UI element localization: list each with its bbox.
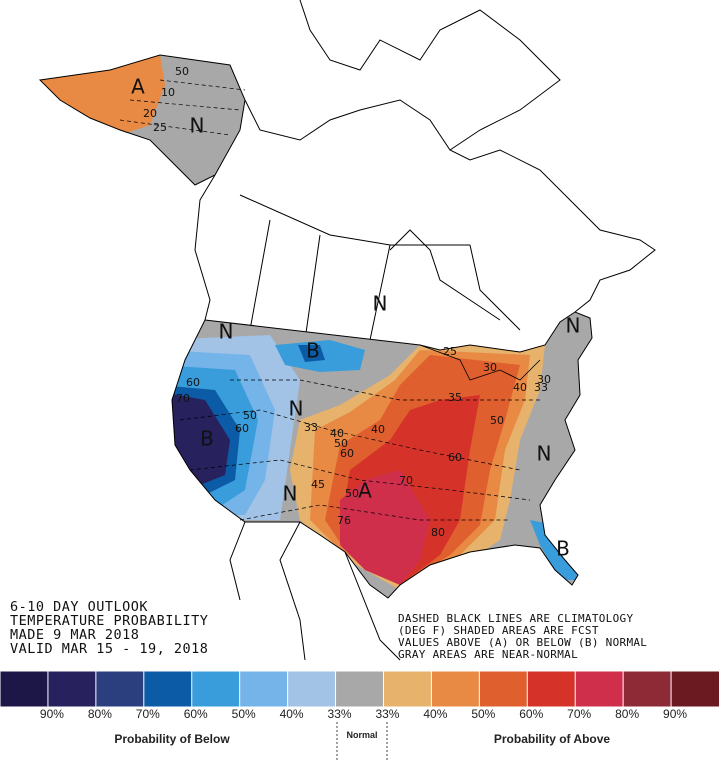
category-label: B <box>556 537 570 561</box>
contour-label: 50 <box>175 65 189 78</box>
contour-label: 50 <box>345 487 359 500</box>
contour-label: 60 <box>235 422 249 435</box>
legend-caption: Probability of Below <box>114 732 230 746</box>
legend-swatch <box>574 670 625 708</box>
legend-swatch <box>670 670 719 708</box>
legend-label: 60% <box>519 707 543 721</box>
legend-swatch <box>335 670 385 708</box>
legend-label: 40% <box>280 707 304 721</box>
contour-label: 40 <box>330 427 344 440</box>
note-line: (DEG F) SHADED AREAS ARE FCST <box>398 624 599 637</box>
legend-swatch <box>47 670 97 708</box>
header-line: TEMPERATURE PROBABILITY <box>10 613 208 629</box>
contour-label: 30 <box>483 361 497 374</box>
header-line: VALID MAR 15 - 19, 2018 <box>10 641 208 657</box>
header-line: 6-10 DAY OUTLOOK <box>10 599 148 615</box>
note-line: DASHED BLACK LINES ARE CLIMATOLOGY <box>398 612 633 625</box>
legend-swatch <box>526 670 577 708</box>
contour-label: 45 <box>311 478 325 491</box>
contour-label: 50 <box>334 437 348 450</box>
legend: 90% 80% 70% 60% 50% 40% 33% 33% 40% 50% 60% 70% 80% 9… <box>0 670 719 760</box>
forecast-area <box>298 345 325 362</box>
contour-label: 60 <box>448 451 462 464</box>
contour-label: 50 <box>490 414 504 427</box>
contour-label: 33 <box>534 381 548 394</box>
legend-swatch <box>0 670 49 708</box>
category-label: N <box>566 314 581 338</box>
legend-label: 80% <box>615 707 639 721</box>
note-line: VALUES ABOVE (A) OR BELOW (B) NORMAL <box>398 636 647 649</box>
legend-swatch <box>95 670 145 708</box>
header-line: MADE 9 MAR 2018 <box>10 627 139 643</box>
legend-label: 33% <box>328 707 352 721</box>
contour-label: 40 <box>371 423 385 436</box>
category-label: N <box>190 114 205 138</box>
legend-swatch <box>143 670 193 708</box>
legend-swatch <box>191 670 241 708</box>
legend-swatch <box>239 670 289 708</box>
contour-label: 33 <box>304 421 318 434</box>
forecast-area <box>340 470 430 585</box>
outlook-notes: DASHED BLACK LINES ARE CLIMATOLOGY(DEG F… <box>398 612 647 661</box>
legend-label: 33% <box>375 707 399 721</box>
legend-swatch <box>478 670 529 708</box>
category-label: N <box>283 482 298 506</box>
contour-label: 35 <box>448 391 462 404</box>
legend-label: 90% <box>663 707 687 721</box>
contour-label: 60 <box>186 376 200 389</box>
legend-swatch <box>382 670 433 708</box>
legend-label: 90% <box>40 707 64 721</box>
legend-label: 50% <box>232 707 256 721</box>
contour-label: 70 <box>399 474 413 487</box>
note-line: GRAY AREAS ARE NEAR-NORMAL <box>398 648 578 661</box>
legend-swatch <box>622 670 673 708</box>
contour-label: 70 <box>176 392 190 405</box>
legend-label: 60% <box>184 707 208 721</box>
legend-label: 80% <box>88 707 112 721</box>
contour-label: 25 <box>443 345 457 358</box>
category-label: N <box>289 397 304 421</box>
category-label: N <box>219 320 234 344</box>
contour-label: 40 <box>513 381 527 394</box>
contour-label: 76 <box>337 514 351 527</box>
category-label: N <box>373 292 388 316</box>
contour-label: 60 <box>340 447 354 460</box>
category-label: B <box>306 339 320 363</box>
category-label: A <box>358 479 372 503</box>
contour-label: 10 <box>161 86 175 99</box>
contour-label: 30 <box>537 373 551 386</box>
legend-label: 40% <box>423 707 447 721</box>
contour-label: 80 <box>431 526 445 539</box>
legend-label: 70% <box>567 707 591 721</box>
legend-label: 50% <box>471 707 495 721</box>
contour-label: 20 <box>143 107 157 120</box>
category-label: B <box>200 427 214 451</box>
legend-label: 70% <box>136 707 160 721</box>
forecast-area <box>530 520 580 580</box>
contour-label: 25 <box>153 121 167 134</box>
legend-caption: Normal <box>346 730 377 740</box>
legend-swatch <box>287 670 337 708</box>
legend-caption: Probability of Above <box>494 732 611 746</box>
contour-label: 50 <box>243 409 257 422</box>
category-label: A <box>131 75 145 99</box>
legend-swatch <box>430 670 481 708</box>
category-label: N <box>537 442 552 466</box>
